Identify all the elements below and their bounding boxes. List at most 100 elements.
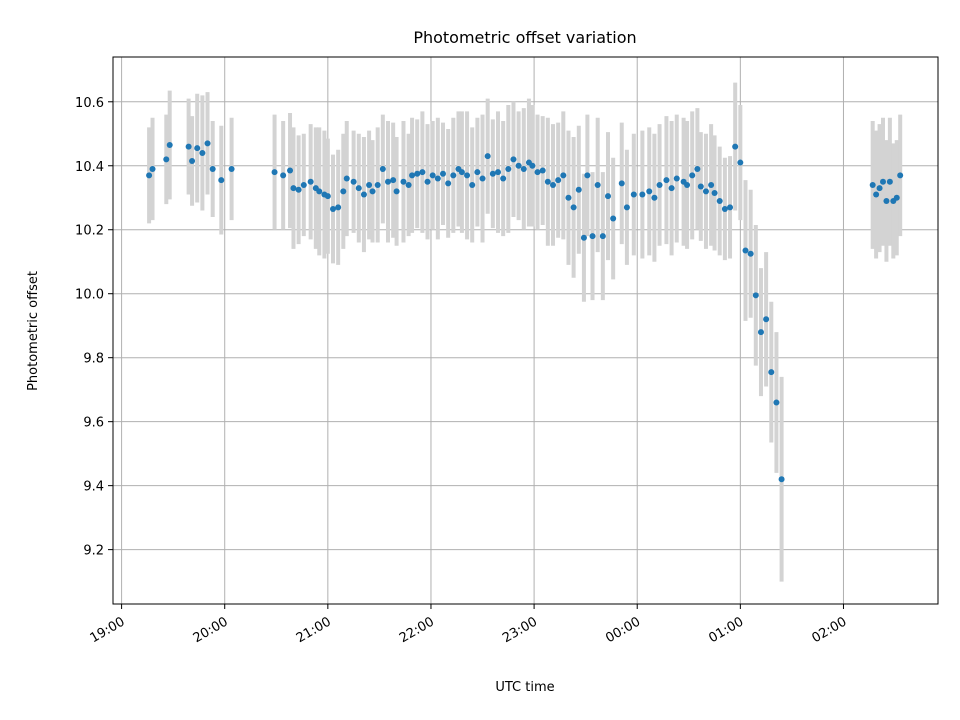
data-point [166,141,173,148]
data-point [390,177,397,184]
y-tick-label: 10.2 [75,224,104,239]
data-point [886,178,893,185]
data-point [280,172,287,179]
data-point [369,188,376,195]
data-point [199,149,206,156]
x-axis-ticks: 19:00 20:00 21:00 22:00 23:00 00:00 01:00 02:00 [88,604,850,646]
data-point [880,178,886,185]
data-point [694,165,701,172]
y-tick-label: 10.0 [75,288,104,303]
data-point [350,178,357,185]
data-point [400,178,407,185]
data-point [684,181,691,188]
data-point [500,175,507,182]
data-point [539,167,546,174]
data-point [555,177,562,184]
data-point [209,165,216,172]
error-bars [147,82,903,582]
data-point [708,181,715,188]
data-point [742,247,749,254]
data-point [474,169,481,176]
x-axis-label: UTC time [495,680,554,695]
data-point [560,172,567,179]
data-point [405,181,412,188]
x-tick-label: 23:00 [500,614,540,646]
data-point [778,476,785,483]
data-point [550,181,556,188]
data-point [300,181,307,188]
data-point [630,191,637,198]
data-point [495,169,501,176]
data-point [673,175,680,182]
data-point [409,172,416,179]
data-point [656,181,663,188]
data-point [393,188,400,195]
data-point [414,170,421,177]
data-point [594,181,601,188]
data-point [618,180,625,187]
data-point [189,157,196,164]
y-tick-label: 9.8 [83,352,104,367]
data-point [727,204,734,211]
data-point [510,156,517,163]
y-tick-label: 9.6 [83,416,104,431]
data-point [330,205,336,212]
data-points [146,140,904,483]
data-point [747,250,754,257]
data-point [544,178,551,185]
data-point [360,191,367,198]
x-tick-label: 19:00 [88,614,128,646]
data-point [646,188,653,195]
data-point [366,181,373,188]
x-tick-label: 20:00 [191,614,231,646]
chart-title: Photometric offset variation [413,28,636,47]
data-point [185,143,192,150]
data-point [479,175,486,182]
plot-frame [112,56,939,605]
data-point [450,172,457,179]
data-point [580,234,587,241]
data-point [307,178,314,185]
data-point [893,194,900,201]
data-point [419,169,426,176]
x-tick-label: 02:00 [810,614,850,646]
data-point [385,178,391,185]
data-point [575,186,582,193]
data-point [869,181,876,188]
data-point [194,145,201,152]
data-point [355,185,362,192]
data-point [374,181,381,188]
data-point [146,172,153,179]
data-point [651,194,658,201]
y-axis-label: Photometric offset [26,271,41,391]
data-point [489,170,496,177]
data-point [689,172,696,179]
data-point [424,178,431,185]
x-tick-label: 00:00 [603,614,643,646]
data-point [716,197,723,204]
data-point [721,205,728,212]
data-point [515,162,522,169]
data-point [605,193,611,200]
data-point [732,143,739,150]
data-point [287,167,294,174]
data-point [873,191,880,198]
x-tick-label: 22:00 [397,614,437,646]
data-point [520,165,527,172]
data-point [529,162,536,169]
data-point [610,215,617,222]
data-point [335,204,342,211]
data-point [218,177,225,184]
data-point [163,156,170,163]
data-point [639,191,646,198]
y-tick-label: 9.4 [83,480,104,495]
data-point [668,185,675,192]
data-point [883,197,890,204]
y-tick-label: 10.6 [75,96,104,111]
x-tick-label: 01:00 [706,614,746,646]
data-point [570,204,577,211]
data-point [469,181,476,188]
data-point [711,189,718,196]
x-tick-label: 21:00 [294,614,334,646]
